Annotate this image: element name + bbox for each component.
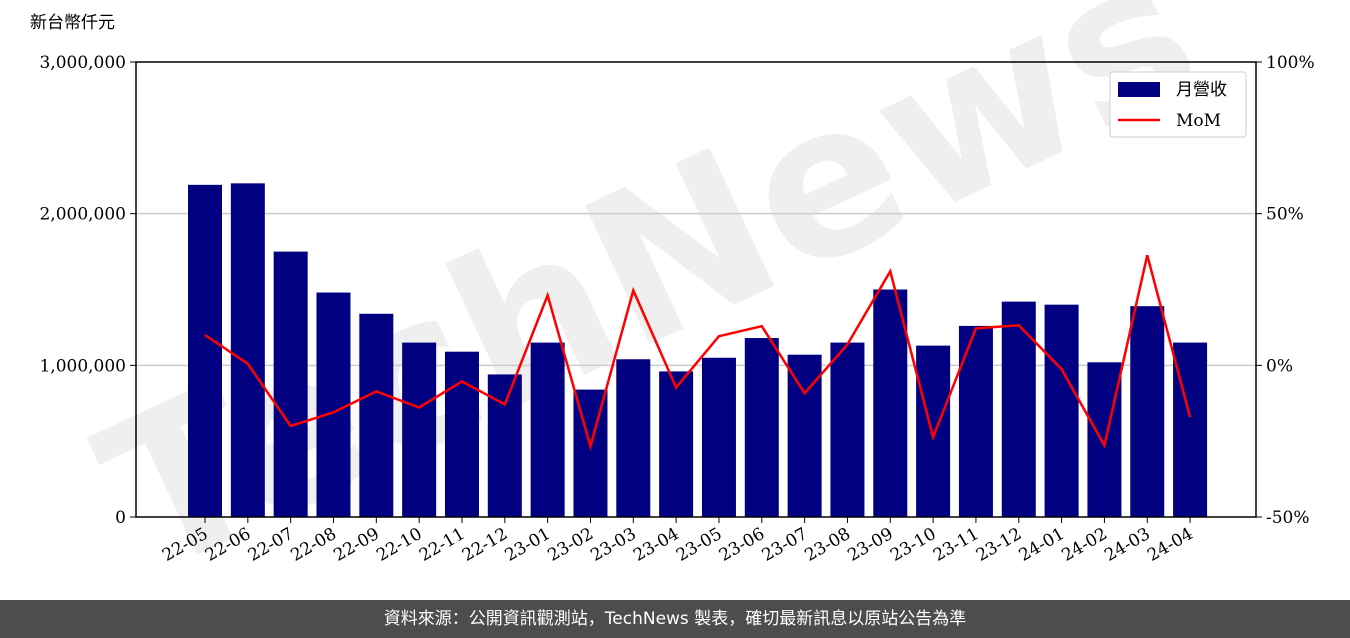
x-tick-label: 24-03 (1101, 524, 1153, 566)
x-tick-label: 24-04 (1144, 524, 1196, 566)
legend-label: 月營收 (1176, 80, 1227, 100)
bar (188, 184, 222, 517)
bar (316, 292, 351, 517)
y-tick-label: 3,000,000 (39, 53, 126, 73)
bar (1044, 304, 1079, 517)
bar (1001, 301, 1036, 517)
y2-tick-label: 0% (1266, 356, 1293, 376)
x-tick-label: 24-02 (1058, 524, 1110, 566)
footer: 資料來源：公開資訊觀測站，TechNews 製表，確切最新訊息以原站公告為準 (0, 600, 1350, 638)
x-tick-label: 23-09 (844, 524, 896, 566)
x-tick-label: 23-04 (630, 524, 682, 566)
x-tick-label: 22-11 (416, 524, 468, 566)
line (204, 254, 1192, 451)
bar (1087, 362, 1122, 517)
chart: 新台幣仟元 TechNews01,000,0002,000,0003,000,0… (30, 0, 1315, 622)
x-tick-label: 24-01 (1016, 524, 1068, 566)
y-tick-label: 2,000,000 (39, 205, 126, 225)
legend-swatch (1118, 82, 1160, 97)
plot-frame (135, 61, 1257, 518)
bar (830, 342, 865, 517)
bar (273, 251, 308, 518)
legend-label: MoM (1176, 111, 1221, 131)
bar (659, 371, 694, 517)
bar (616, 359, 651, 517)
y-tick-label: 1,000,000 (39, 356, 126, 376)
x-tick-label: 23-10 (887, 524, 939, 566)
x-tick-label: 22-10 (373, 524, 425, 566)
x-tick-label: 23-11 (930, 524, 982, 566)
x-tick-label: 23-05 (673, 524, 725, 566)
bar (359, 313, 394, 517)
x-tick-label: 23-02 (545, 524, 597, 566)
y-tick-label: 0 (115, 508, 126, 528)
x-tick-label: 23-06 (716, 524, 768, 566)
bar (530, 342, 565, 517)
bar (958, 325, 993, 517)
x-tick-label: 22-12 (459, 524, 511, 566)
bar (701, 357, 736, 517)
x-tick-label: 23-12 (973, 524, 1025, 566)
x-tick-label: 23-01 (502, 524, 554, 566)
y2-tick-label: 50% (1266, 205, 1304, 225)
bar (916, 345, 951, 517)
bar (1130, 306, 1165, 517)
x-tick-label: 23-03 (587, 524, 639, 566)
bar (873, 289, 908, 517)
y2-tick-label: 100% (1266, 53, 1315, 73)
bar (444, 351, 479, 517)
bar (402, 342, 437, 517)
x-tick-label: 23-07 (759, 524, 811, 566)
x-tick-label: 23-08 (802, 524, 854, 566)
y-axis-label: 新台幣仟元 (30, 13, 115, 33)
bar (230, 183, 265, 518)
y2-tick-label: -50% (1266, 508, 1310, 528)
bar (487, 374, 522, 517)
bar (744, 338, 779, 517)
